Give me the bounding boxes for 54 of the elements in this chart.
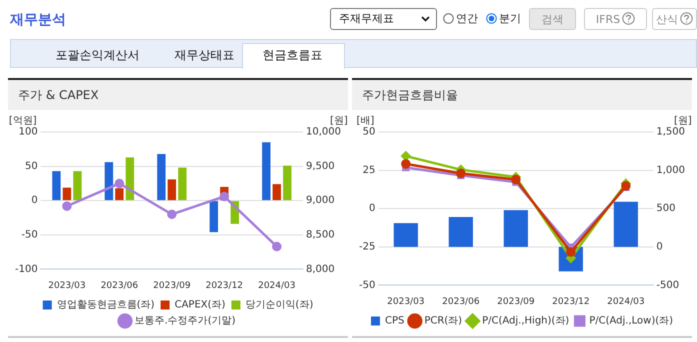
x-tick-label: 2023/09: [153, 280, 191, 291]
x-tick-label: 2023/03: [48, 280, 86, 291]
y2-axis-title: [원]: [674, 116, 692, 127]
y-tick-label: 0: [368, 203, 376, 214]
text: 재무분석: [10, 11, 66, 29]
x-tick-label: 2024/03: [607, 296, 645, 307]
text: 연간: [456, 11, 478, 26]
chart-title: 주가현금흐름비율: [352, 78, 692, 110]
text: 현금흐름표: [262, 47, 324, 64]
legend-label: CAPEX(좌): [174, 300, 226, 311]
y2-axis-title: [원]: [330, 116, 348, 127]
y2-tick-label: 1,500: [656, 126, 686, 138]
x-tick-label: 2023/03: [387, 296, 425, 307]
y-tick-label: 0: [31, 195, 38, 206]
y-tick-label: -50: [21, 229, 38, 240]
y2-tick-label: 8,000: [306, 264, 335, 275]
y2-tick-label: 9,000: [306, 195, 335, 206]
y-tick-label: -100: [14, 264, 38, 275]
y-tick-label: 50: [24, 160, 38, 172]
text: 포괄손익계산서: [54, 47, 140, 64]
y-tick-label: -25: [358, 241, 376, 252]
legend-label: 당기순이익(좌): [245, 300, 314, 311]
legend-label: CPS: [384, 316, 404, 327]
y2-tick-label: -500: [656, 280, 680, 291]
x-tick-label: 2023/06: [442, 296, 480, 307]
legend-label: P/C(Adj.,High)(좌): [482, 316, 570, 327]
text: 산식: [652, 8, 697, 30]
x-tick-label: 2024/03: [258, 280, 296, 291]
chart-title: 주가 & CAPEX: [8, 78, 348, 110]
y-axis-title: [억원]: [8, 116, 37, 127]
text: IFRS: [584, 8, 647, 30]
y-axis-title: [배]: [356, 116, 374, 127]
text: 주재무제표: [330, 8, 437, 30]
text: 분기: [499, 11, 521, 26]
legend-label: PCR(좌): [424, 316, 462, 327]
x-tick-label: 2023/06: [100, 280, 138, 291]
y2-tick-label: 1,000: [656, 164, 686, 176]
legend-label: 영업활동현금흐름(좌): [56, 300, 155, 311]
text: 재무상태표: [174, 47, 236, 64]
x-tick-label: 2023/12: [552, 296, 590, 307]
y2-tick-label: 8,500: [306, 229, 335, 240]
y-tick-label: 25: [362, 164, 376, 176]
y-tick-label: 50: [362, 126, 376, 138]
y2-tick-label: 10,000: [306, 126, 342, 138]
y2-tick-label: 0: [656, 241, 663, 252]
y2-tick-label: 9,500: [306, 160, 335, 172]
y-tick-label: 100: [18, 126, 38, 138]
text: 검색: [529, 8, 576, 30]
x-tick-label: 2023/09: [497, 296, 535, 307]
y-tick-label: -50: [358, 280, 376, 291]
legend-label: P/C(Adj.,Low)(좌): [589, 316, 674, 327]
x-tick-label: 2023/12: [206, 280, 244, 291]
y2-tick-label: 500: [656, 203, 676, 214]
legend-label: 보통주.수정주가(기말): [134, 316, 236, 327]
